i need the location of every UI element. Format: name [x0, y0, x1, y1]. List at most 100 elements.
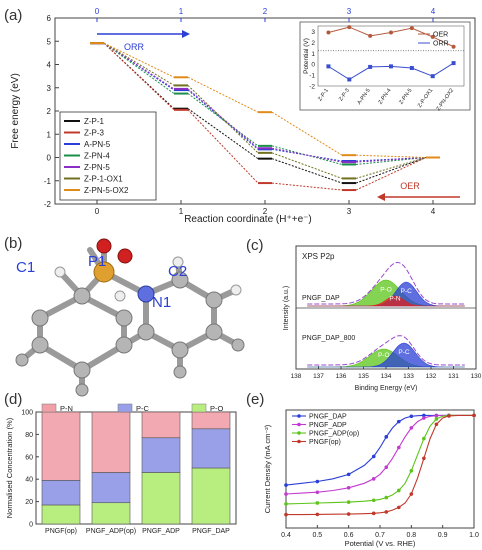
- energy-connector: [355, 157, 427, 191]
- bar-segment-p-c: [191, 428, 231, 469]
- lsv-point: [284, 492, 288, 496]
- oer-point: [326, 30, 331, 35]
- lsv-point: [397, 505, 401, 510]
- x-tick-label: 0.8: [406, 532, 416, 539]
- x-top-tick-label: 2: [263, 7, 268, 16]
- orr-point: [409, 66, 414, 70]
- lsv-point: [422, 413, 426, 418]
- carbon-atom: [31, 309, 49, 327]
- lsv-point: [315, 501, 320, 505]
- carbon-atom: [115, 336, 133, 354]
- carbon-atom: [15, 353, 29, 367]
- oxygen-atom: [96, 238, 112, 254]
- legend-swatch-p-c: [117, 403, 133, 413]
- peak-component-p-c: [307, 342, 465, 368]
- orr-point: [451, 61, 456, 66]
- lsv-point: [346, 485, 351, 490]
- envelope-fit: [307, 335, 465, 366]
- energy-connector: [187, 76, 259, 113]
- carbon-atom-c2: [171, 271, 189, 289]
- x-tick-label: 136: [336, 373, 347, 380]
- legend-label-p-c: P-C: [136, 404, 150, 413]
- peak-component-p-n: [307, 295, 465, 307]
- x-tick-label: 132: [426, 373, 437, 380]
- inset-y-tick-label: -2: [309, 84, 315, 91]
- carbon-atom: [231, 338, 245, 352]
- legend-swatch-p-o: [191, 403, 207, 413]
- y-tick-label: 20: [25, 499, 33, 506]
- panel-c-ylabel: Intensity (a.u.): [283, 286, 290, 330]
- panel-c-xlabel: Binding Energy (eV): [355, 385, 418, 392]
- lsv-point: [409, 468, 414, 473]
- panel-c-label: (c): [246, 237, 264, 254]
- x-tick-label: 0.4: [281, 532, 291, 539]
- molecule-model: C1 P1 C2 N1: [15, 238, 245, 397]
- lsv-point: [384, 435, 389, 439]
- carbon-atom: [173, 365, 187, 379]
- y-tick-label: 60: [25, 454, 33, 461]
- panel-d-frame: [35, 411, 237, 525]
- lsv-point: [434, 413, 439, 418]
- panel-a-label: (a): [4, 7, 22, 24]
- lsv-point: [422, 436, 426, 441]
- energy-connector: [103, 42, 175, 78]
- energy-connector: [355, 157, 427, 162]
- oxygen-atom: [117, 248, 133, 264]
- orr-point: [326, 64, 331, 69]
- oer-arrowhead: [377, 193, 385, 201]
- inset-y-tick-label: 2: [311, 40, 315, 47]
- legend-label: Z-P-3: [84, 129, 105, 138]
- x-top-tick-label: 4: [431, 7, 436, 16]
- y-tick-label: 0: [29, 522, 33, 529]
- carbon-atom: [73, 361, 91, 379]
- energy-connector: [271, 158, 343, 184]
- legend-label: PNGF_ADP: [309, 422, 347, 429]
- lsv-point: [371, 477, 376, 481]
- legend-marker: [297, 414, 301, 418]
- energy-connector: [187, 108, 259, 160]
- legend-marker: [297, 431, 301, 435]
- legend-label: Z-PN-4: [84, 152, 110, 161]
- hydrogen-atom: [54, 266, 66, 278]
- y-tick-label: 40: [25, 477, 33, 484]
- legend-marker: [297, 439, 301, 444]
- spectrum-label-dap: PNGF_DAP: [302, 295, 340, 302]
- oer-arrow-label: OER: [400, 181, 420, 191]
- bar-segment-p-n: [91, 411, 131, 473]
- bar-segment-p-c: [91, 472, 131, 504]
- panel-c-title: XPS P2p: [302, 252, 335, 261]
- oer-point: [368, 33, 373, 38]
- legend-label: PNGF_DAP: [309, 414, 347, 421]
- lsv-point: [315, 490, 320, 495]
- orr-point: [368, 64, 373, 69]
- lsv-point: [315, 512, 320, 517]
- oer-point: [451, 44, 456, 49]
- lsv-point: [371, 511, 376, 516]
- lsv-point: [284, 502, 288, 506]
- energy-connector: [355, 157, 427, 163]
- atom-label-n1: N1: [152, 294, 171, 311]
- y-tick-label: -2: [44, 200, 52, 209]
- hydrogen-atom: [172, 256, 184, 268]
- x-top-tick-label: 3: [347, 7, 352, 16]
- x-tick-label: 135: [358, 373, 369, 380]
- peak-label: P-O: [378, 352, 390, 359]
- panel-a-ylabel: Free energy (eV): [10, 73, 21, 149]
- bar-segment-p-n: [141, 411, 181, 439]
- x-top-tick-label: 1: [179, 7, 184, 16]
- legend-marker: [297, 422, 301, 427]
- y-tick-label: -1: [44, 177, 52, 186]
- x-tick-label: 1.0: [469, 532, 479, 539]
- energy-connector: [187, 93, 259, 147]
- peak-label: P-O: [380, 287, 392, 294]
- phosphorus-atom: [93, 261, 115, 283]
- peak-label: P-C: [401, 288, 413, 295]
- energy-connector: [271, 152, 343, 179]
- energy-connector: [271, 182, 343, 191]
- x-tick-label: 0.5: [312, 532, 322, 539]
- energy-connector: [103, 42, 175, 86]
- energy-connector: [103, 42, 175, 111]
- y-tick-label: 80: [25, 432, 33, 439]
- lsv-point: [371, 498, 376, 503]
